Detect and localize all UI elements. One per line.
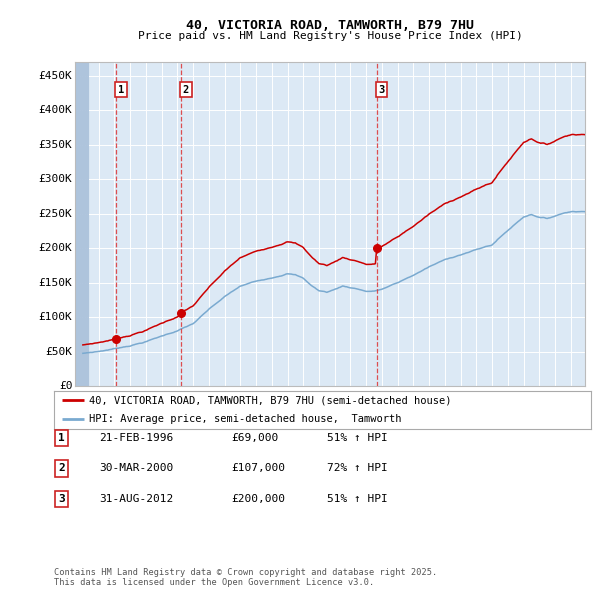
- Text: 31-AUG-2012: 31-AUG-2012: [99, 494, 173, 504]
- Text: 1997: 1997: [125, 396, 134, 419]
- Text: Contains HM Land Registry data © Crown copyright and database right 2025.
This d: Contains HM Land Registry data © Crown c…: [54, 568, 437, 587]
- Text: £350K: £350K: [39, 140, 73, 150]
- Text: 2023: 2023: [535, 396, 544, 419]
- Text: 2: 2: [183, 84, 189, 94]
- Text: 2014: 2014: [393, 396, 402, 419]
- Text: HPI: Average price, semi-detached house,  Tamworth: HPI: Average price, semi-detached house,…: [89, 414, 401, 424]
- Text: 2011: 2011: [346, 396, 355, 419]
- Text: £0: £0: [59, 382, 73, 391]
- Text: £300K: £300K: [39, 174, 73, 184]
- Text: 2020: 2020: [488, 396, 497, 419]
- Text: £450K: £450K: [39, 71, 73, 81]
- Text: 30-MAR-2000: 30-MAR-2000: [99, 464, 173, 473]
- Text: 2008: 2008: [299, 396, 308, 419]
- Text: £69,000: £69,000: [231, 433, 278, 442]
- Text: 72% ↑ HPI: 72% ↑ HPI: [327, 464, 388, 473]
- Text: 2021: 2021: [503, 396, 512, 419]
- Text: £200,000: £200,000: [231, 494, 285, 504]
- Text: 2018: 2018: [456, 396, 465, 419]
- Text: 1998: 1998: [142, 396, 151, 419]
- Text: 2016: 2016: [425, 396, 434, 419]
- Text: 2022: 2022: [519, 396, 528, 419]
- Text: 2001: 2001: [188, 396, 197, 419]
- Text: 2003: 2003: [220, 396, 229, 419]
- Text: £107,000: £107,000: [231, 464, 285, 473]
- Bar: [75, 62, 88, 386]
- Text: 1999: 1999: [157, 396, 166, 419]
- Text: £400K: £400K: [39, 105, 73, 115]
- Text: 2: 2: [58, 464, 65, 473]
- Text: 3: 3: [58, 494, 65, 504]
- Text: 21-FEB-1996: 21-FEB-1996: [99, 433, 173, 442]
- Text: 2017: 2017: [440, 396, 449, 419]
- Text: 2012: 2012: [362, 396, 371, 419]
- Text: 2013: 2013: [377, 396, 386, 419]
- Text: 2009: 2009: [314, 396, 323, 419]
- Text: 2006: 2006: [267, 396, 276, 419]
- Text: 1994: 1994: [79, 396, 88, 419]
- Text: 40, VICTORIA ROAD, TAMWORTH, B79 7HU (semi-detached house): 40, VICTORIA ROAD, TAMWORTH, B79 7HU (se…: [89, 395, 451, 405]
- Text: 2019: 2019: [472, 396, 481, 419]
- Text: 2007: 2007: [283, 396, 292, 419]
- Text: 2010: 2010: [330, 396, 339, 419]
- Text: 1: 1: [118, 84, 124, 94]
- Text: 2024: 2024: [551, 396, 560, 419]
- Text: £100K: £100K: [39, 313, 73, 322]
- Text: £50K: £50K: [46, 347, 73, 357]
- Text: 40, VICTORIA ROAD, TAMWORTH, B79 7HU: 40, VICTORIA ROAD, TAMWORTH, B79 7HU: [186, 19, 474, 32]
- Text: Price paid vs. HM Land Registry's House Price Index (HPI): Price paid vs. HM Land Registry's House …: [137, 31, 523, 41]
- Text: 1995: 1995: [94, 396, 103, 419]
- Text: 51% ↑ HPI: 51% ↑ HPI: [327, 494, 388, 504]
- Text: £250K: £250K: [39, 209, 73, 219]
- Text: 2015: 2015: [409, 396, 418, 419]
- Text: 1996: 1996: [110, 396, 119, 419]
- Text: 2004: 2004: [236, 396, 245, 419]
- Text: £200K: £200K: [39, 243, 73, 253]
- Text: 1: 1: [58, 433, 65, 442]
- Text: 2000: 2000: [173, 396, 182, 419]
- Text: 3: 3: [379, 84, 385, 94]
- Text: 51% ↑ HPI: 51% ↑ HPI: [327, 433, 388, 442]
- Text: 2002: 2002: [204, 396, 213, 419]
- Text: 2025: 2025: [566, 396, 575, 419]
- Text: 2005: 2005: [251, 396, 260, 419]
- Text: £150K: £150K: [39, 278, 73, 288]
